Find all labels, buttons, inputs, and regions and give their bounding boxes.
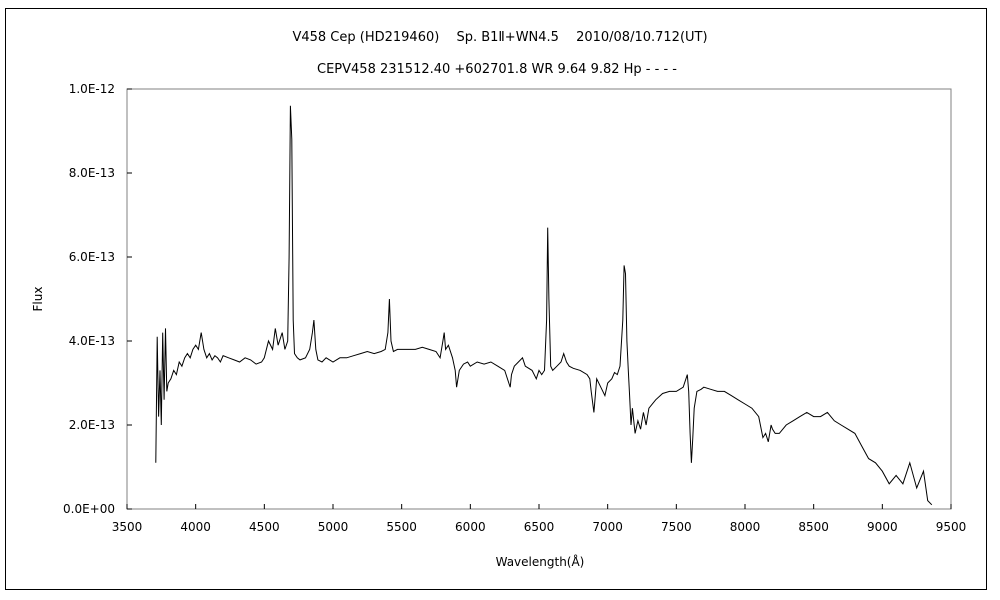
chart-subtitle: CEPV458 231512.40 +602701.8 WR 9.64 9.82…	[317, 62, 677, 77]
series-line	[155, 105, 933, 506]
x-tick-label: 6500	[524, 520, 555, 534]
x-tick-label: 5000	[318, 520, 349, 534]
y-tick-label: 4.0E-13	[69, 334, 115, 348]
x-tick-label: 5500	[386, 520, 417, 534]
y-tick-label: 2.0E-13	[69, 418, 115, 432]
x-axis: 3500 4000 4500 5000 5500 6000 6500 7000 7500 8000…	[112, 504, 967, 534]
y-tick-label: 6.0E-13	[69, 250, 115, 264]
x-tick-label: 4000	[180, 520, 211, 534]
x-axis-label: Wavelength(Å)	[496, 554, 585, 569]
y-axis: 0.0E+00 2.0E-13 4.0E-13 6.0E-13 8.0E-13 1.0E-…	[63, 82, 132, 516]
x-tick-label: 9000	[867, 520, 898, 534]
y-tick-label: 0.0E+00	[63, 502, 115, 516]
x-tick-label: 3500	[112, 520, 143, 534]
y-axis-label: Flux	[31, 287, 45, 312]
x-tick-label: 7000	[592, 520, 623, 534]
x-tick-label: 6000	[455, 520, 486, 534]
x-tick-label: 8000	[730, 520, 761, 534]
y-tick-label: 8.0E-13	[69, 166, 115, 180]
x-tick-label: 7500	[661, 520, 692, 534]
x-tick-label: 9500	[936, 520, 967, 534]
chart-title: V458 Cep (HD219460) Sp. B1Ⅱ+WN4.5 2010/0…	[292, 30, 707, 45]
plot-area	[126, 88, 952, 510]
y-tick-label: 1.0E-12	[69, 82, 115, 96]
x-tick-label: 4500	[249, 520, 280, 534]
x-tick-label: 8500	[798, 520, 829, 534]
